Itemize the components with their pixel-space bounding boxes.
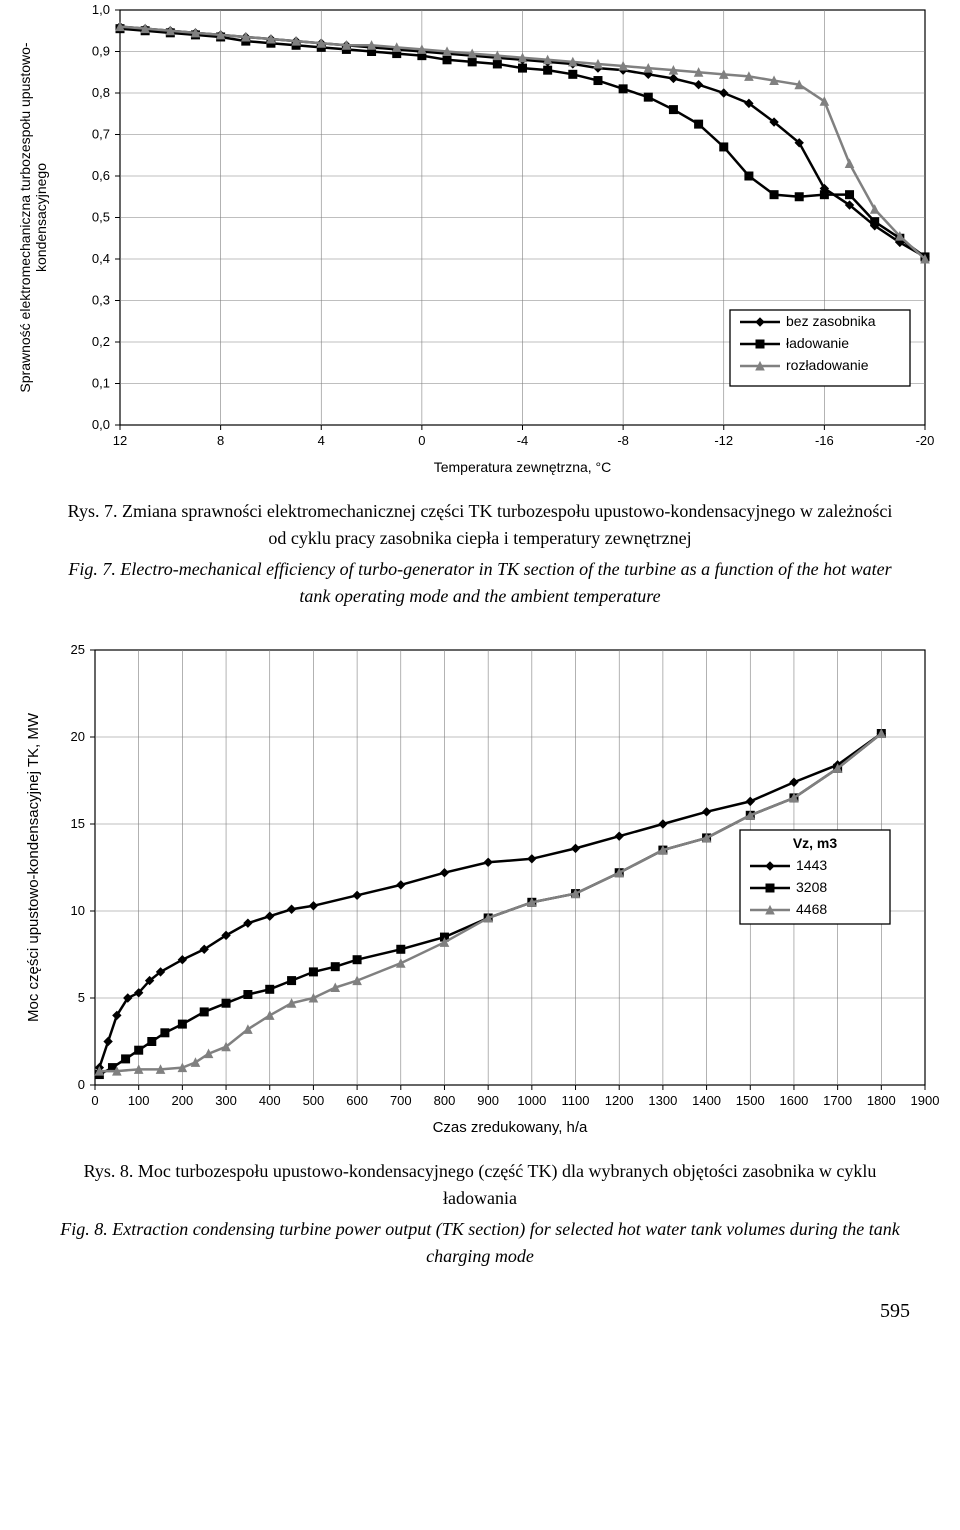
svg-text:1000: 1000 [517, 1093, 546, 1108]
svg-text:bez zasobnika: bez zasobnika [786, 313, 876, 329]
svg-text:-20: -20 [916, 433, 935, 448]
svg-text:20: 20 [71, 729, 85, 744]
caption-fig8-pl: Rys. 8. Moc turbozespołu upustowo-konden… [84, 1161, 877, 1208]
svg-text:0,3: 0,3 [92, 293, 110, 308]
svg-text:4468: 4468 [796, 901, 827, 917]
svg-text:800: 800 [434, 1093, 456, 1108]
svg-text:-12: -12 [714, 433, 733, 448]
svg-text:3208: 3208 [796, 879, 827, 895]
svg-text:Moc części upustowo-kondensacy: Moc części upustowo-kondensacyjnej TK, M… [25, 712, 42, 1022]
svg-text:1600: 1600 [779, 1093, 808, 1108]
svg-text:1500: 1500 [736, 1093, 765, 1108]
svg-text:600: 600 [346, 1093, 368, 1108]
svg-text:1443: 1443 [796, 857, 827, 873]
svg-text:0,1: 0,1 [92, 376, 110, 391]
svg-text:-8: -8 [617, 433, 629, 448]
svg-text:-4: -4 [517, 433, 529, 448]
svg-text:15: 15 [71, 816, 85, 831]
svg-text:8: 8 [217, 433, 224, 448]
svg-text:1100: 1100 [562, 1093, 590, 1108]
svg-text:Czas zredukowany, h/a: Czas zredukowany, h/a [433, 1119, 588, 1136]
caption-fig7: Rys. 7. Zmiana sprawności elektromechani… [60, 498, 900, 610]
svg-text:100: 100 [128, 1093, 150, 1108]
svg-text:0,2: 0,2 [92, 334, 110, 349]
svg-text:400: 400 [259, 1093, 281, 1108]
svg-text:0,6: 0,6 [92, 168, 110, 183]
svg-text:4: 4 [318, 433, 325, 448]
caption-fig8-en: Fig. 8. Extraction condensing turbine po… [60, 1216, 900, 1270]
svg-text:1400: 1400 [692, 1093, 721, 1108]
svg-text:1800: 1800 [867, 1093, 896, 1108]
svg-text:0,0: 0,0 [92, 417, 110, 432]
svg-text:1,0: 1,0 [92, 2, 110, 17]
svg-text:0,8: 0,8 [92, 85, 110, 100]
svg-text:0: 0 [418, 433, 425, 448]
svg-text:1300: 1300 [648, 1093, 677, 1108]
svg-text:1700: 1700 [823, 1093, 852, 1108]
caption-fig8: Rys. 8. Moc turbozespołu upustowo-konden… [60, 1158, 900, 1270]
caption-fig7-pl: Rys. 7. Zmiana sprawności elektromechani… [68, 501, 893, 548]
svg-text:0,7: 0,7 [92, 127, 110, 142]
svg-text:rozładowanie: rozładowanie [786, 357, 869, 373]
svg-text:200: 200 [172, 1093, 194, 1108]
svg-text:0,4: 0,4 [92, 251, 110, 266]
svg-text:0: 0 [91, 1093, 98, 1108]
svg-text:500: 500 [303, 1093, 325, 1108]
svg-text:Sprawność elektromechaniczna t: Sprawność elektromechaniczna turbozespoł… [20, 42, 33, 393]
svg-text:0: 0 [78, 1077, 85, 1092]
svg-text:0,9: 0,9 [92, 44, 110, 59]
svg-text:5: 5 [78, 990, 85, 1005]
svg-text:-16: -16 [815, 433, 834, 448]
chart-2-power-vs-time: 0 5 10 15 20 25 0 100 200 300 400 500 600 700 800 900 10… [20, 640, 940, 1140]
caption-fig7-en: Fig. 7. Electro-mechanical efficiency of… [60, 556, 900, 610]
svg-text:Temperatura zewnętrzna, °C: Temperatura zewnętrzna, °C [434, 459, 612, 475]
svg-text:1900: 1900 [911, 1093, 940, 1108]
page-number: 595 [20, 1300, 940, 1323]
svg-text:0,5: 0,5 [92, 210, 110, 225]
svg-text:700: 700 [390, 1093, 412, 1108]
svg-text:10: 10 [71, 903, 85, 918]
svg-text:1200: 1200 [605, 1093, 634, 1108]
svg-text:ładowanie: ładowanie [786, 335, 849, 351]
svg-text:Vz, m3: Vz, m3 [793, 835, 838, 851]
svg-text:900: 900 [477, 1093, 499, 1108]
svg-text:kondensacyjnego: kondensacyjnego [33, 163, 49, 272]
svg-text:25: 25 [71, 642, 85, 657]
svg-text:12: 12 [113, 433, 127, 448]
chart-1-efficiency-vs-temperature: 0,0 0,1 0,2 0,3 0,4 0,5 0,6 0,7 0,8 0,9 1,0 12 8 4 0 -4… [20, 0, 940, 480]
svg-text:300: 300 [215, 1093, 237, 1108]
